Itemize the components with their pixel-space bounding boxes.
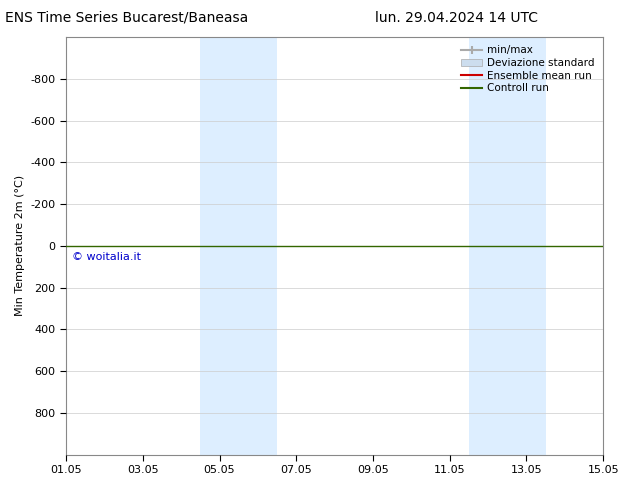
Bar	[469, 37, 546, 455]
Text: © woitalia.it: © woitalia.it	[72, 252, 141, 262]
Bar	[200, 37, 277, 455]
Legend: min/max, Deviazione standard, Ensemble mean run, Controll run: min/max, Deviazione standard, Ensemble m…	[458, 42, 598, 97]
Y-axis label: Min Temperature 2m (°C): Min Temperature 2m (°C)	[15, 175, 25, 317]
Text: ENS Time Series Bucarest/Baneasa: ENS Time Series Bucarest/Baneasa	[5, 11, 249, 25]
Text: lun. 29.04.2024 14 UTC: lun. 29.04.2024 14 UTC	[375, 11, 538, 25]
